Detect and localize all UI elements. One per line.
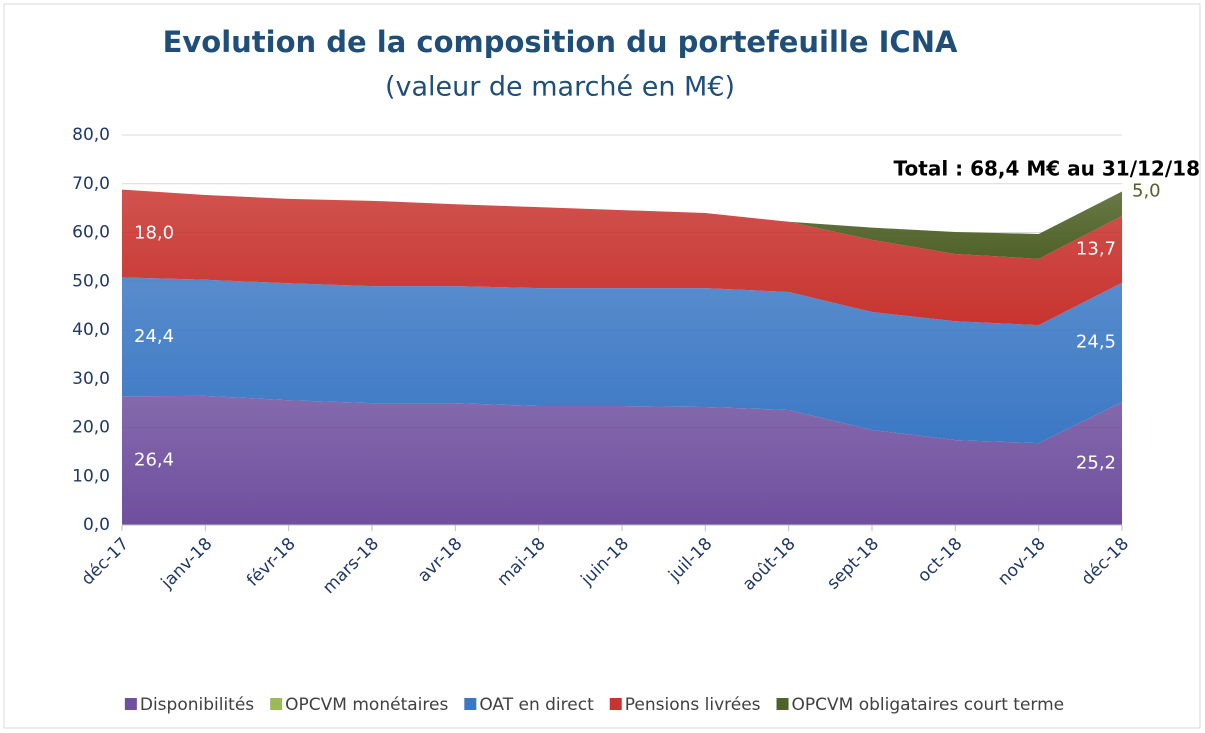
y-tick-label: 70,0: [72, 174, 110, 194]
chart-title: Evolution de la composition du portefeui…: [163, 25, 958, 59]
y-tick-label: 40,0: [72, 320, 110, 340]
y-tick-label: 50,0: [72, 271, 110, 291]
legend: Disponibilités OPCVM monétaires OAT en dir…: [124, 695, 1065, 715]
legend-swatch: [609, 698, 622, 710]
area: [122, 189, 1122, 326]
legend-label: Disponibilités: [140, 695, 254, 715]
y-tick-label: 80,0: [72, 125, 110, 145]
data-label: 13,7: [1076, 238, 1116, 259]
data-label: 18,0: [134, 222, 174, 243]
data-label: 26,4: [134, 450, 174, 471]
legend-swatch: [124, 698, 137, 710]
area: [122, 277, 1122, 444]
legend-label: OPCVM monétaires: [285, 695, 448, 715]
legend-swatch: [270, 698, 283, 710]
area: [122, 395, 1122, 525]
annotation: Total : 68,4 M€ au 31/12/18: [894, 157, 1200, 181]
legend-swatch: [464, 698, 477, 710]
y-tick-label: 60,0: [72, 223, 110, 243]
chart-subtitle: (valeur de marché en M€): [385, 72, 735, 103]
legend-label: Pensions livrées: [625, 695, 761, 715]
area: [122, 189, 1122, 259]
legend-swatch: [776, 698, 789, 710]
y-tick-label: 30,0: [72, 369, 110, 389]
data-label: 25,2: [1076, 453, 1116, 474]
y-tick-label: 0,0: [83, 515, 110, 535]
data-label: 5,0: [1132, 181, 1161, 202]
data-label: 24,4: [134, 326, 174, 347]
legend-label: OPCVM obligataires court terme: [792, 695, 1065, 715]
y-tick-label: 20,0: [72, 418, 110, 438]
legend-label: OAT en direct: [479, 695, 594, 715]
data-label: 24,5: [1076, 331, 1116, 352]
y-tick-label: 10,0: [72, 466, 110, 486]
